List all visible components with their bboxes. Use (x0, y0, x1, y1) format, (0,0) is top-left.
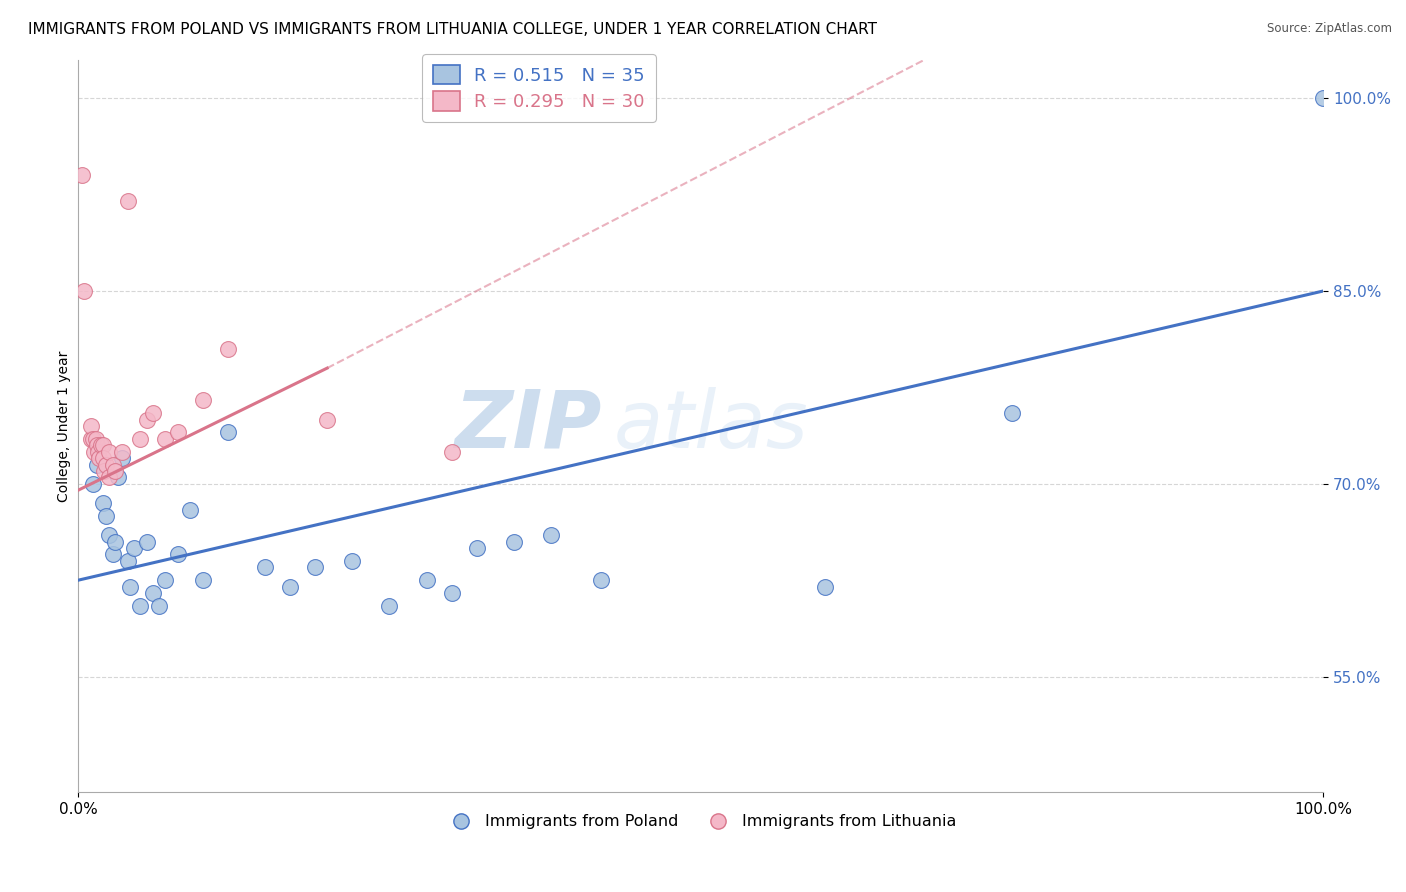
Point (101, 548, 124, 562)
Point (98, 470, 121, 484)
Point (86, 438, 108, 452)
Point (179, 502, 201, 516)
Point (340, 554, 363, 568)
Point (503, 534, 526, 549)
Point (120, 580, 142, 594)
Point (142, 406, 165, 420)
Point (191, 573, 214, 587)
Point (91, 438, 114, 452)
Point (155, 432, 177, 446)
Legend: Immigrants from Poland, Immigrants from Lithuania: Immigrants from Poland, Immigrants from … (439, 808, 963, 836)
Text: ZIP: ZIP (454, 387, 602, 465)
Y-axis label: College, Under 1 year: College, Under 1 year (58, 351, 72, 501)
Point (107, 470, 129, 484)
Point (148, 599, 170, 613)
Point (117, 194, 139, 208)
Point (84, 432, 107, 446)
Point (166, 548, 188, 562)
Point (440, 444, 463, 458)
Point (814, 580, 837, 594)
Point (135, 534, 157, 549)
Point (166, 425, 188, 440)
Point (94, 458, 117, 472)
Point (316, 412, 339, 426)
Point (155, 573, 177, 587)
Point (104, 534, 127, 549)
Point (217, 425, 239, 440)
Point (540, 528, 562, 542)
Point (89, 451, 111, 466)
Point (440, 586, 463, 600)
Point (1312, 91, 1334, 105)
Point (98, 528, 121, 542)
Point (191, 393, 214, 408)
Point (101, 458, 124, 472)
Point (70, 169, 93, 183)
Point (1001, 406, 1024, 420)
Point (86, 458, 108, 472)
Text: IMMIGRANTS FROM POLAND VS IMMIGRANTS FROM LITHUANIA COLLEGE, UNDER 1 YEAR CORREL: IMMIGRANTS FROM POLAND VS IMMIGRANTS FRO… (28, 22, 877, 37)
Point (91, 496, 114, 510)
Point (93, 464, 115, 478)
Point (111, 451, 134, 466)
Point (142, 586, 165, 600)
Point (90, 438, 112, 452)
Point (91, 451, 114, 466)
Point (278, 580, 301, 594)
Point (94, 508, 117, 523)
Point (122, 541, 145, 555)
Point (73, 284, 96, 298)
Point (416, 573, 439, 587)
Point (79, 419, 101, 434)
Point (129, 432, 152, 446)
Text: atlas: atlas (613, 387, 808, 465)
Point (253, 560, 276, 574)
Point (104, 464, 127, 478)
Point (117, 554, 139, 568)
Point (83, 444, 105, 458)
Point (129, 599, 152, 613)
Point (79, 432, 101, 446)
Point (591, 573, 613, 587)
Text: Source: ZipAtlas.com: Source: ZipAtlas.com (1267, 22, 1392, 36)
Point (82, 432, 104, 446)
Point (98, 444, 121, 458)
Point (135, 412, 157, 426)
Point (87, 444, 110, 458)
Point (304, 560, 326, 574)
Point (82, 476, 104, 491)
Point (465, 541, 488, 555)
Point (217, 342, 239, 356)
Point (111, 444, 134, 458)
Point (378, 599, 401, 613)
